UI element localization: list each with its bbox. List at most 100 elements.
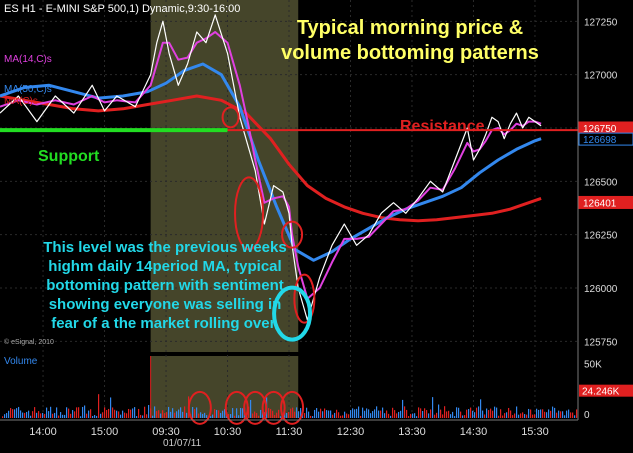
volume-bar (62, 414, 64, 418)
volume-bar (502, 415, 504, 418)
volume-bar (136, 416, 138, 418)
volume-bar (6, 412, 8, 418)
time-tick-label: 11:30 (276, 426, 303, 438)
volume-bar (132, 408, 134, 418)
volume-bar (560, 411, 562, 418)
volume-circle (243, 390, 268, 425)
volume-bar (214, 409, 216, 418)
volume-bar (68, 408, 70, 418)
volume-bar (412, 413, 414, 418)
volume-bar (182, 411, 184, 418)
volume-bar (114, 409, 116, 418)
volume-bar (24, 412, 26, 418)
time-tick-label: 13:30 (398, 426, 426, 438)
volume-bar (466, 409, 468, 418)
volume-bar (468, 409, 470, 418)
volume-bar (32, 411, 34, 418)
volume-bar (574, 415, 576, 418)
volume-tick-label: 0 (584, 410, 590, 421)
volume-bar (426, 410, 428, 418)
volume-bar (488, 410, 490, 418)
volume-bar (318, 411, 320, 418)
volume-bar (444, 406, 446, 418)
time-tick-label: 14:30 (460, 426, 488, 438)
time-tick-label: 14:00 (29, 426, 57, 438)
time-tick-label: 09:30 (152, 426, 180, 438)
volume-bar (458, 407, 460, 418)
volume-bar (474, 412, 476, 418)
volume-bar (232, 408, 234, 418)
volume-bar (186, 412, 188, 418)
volume-bar (294, 411, 296, 418)
volume-bar (220, 412, 222, 418)
volume-bar (162, 410, 164, 418)
volume-bar (428, 413, 430, 418)
volume-bar (416, 416, 418, 418)
volume-bar (292, 407, 294, 418)
volume-bar (122, 410, 124, 418)
volume-bar (130, 409, 132, 418)
volume-bar (48, 411, 50, 418)
volume-bar (432, 397, 434, 418)
volume-bar (350, 410, 352, 418)
volume-badge (579, 384, 633, 397)
volume-bar (374, 409, 376, 418)
price-tick-label: 127000 (584, 71, 618, 82)
volume-bar (360, 415, 362, 418)
volume-bar (372, 411, 374, 418)
volume-bar (178, 409, 180, 418)
volume-bar (540, 409, 542, 418)
volume-bar (414, 413, 416, 418)
ma-mid-label: MA(50,C)s (4, 84, 52, 95)
volume-bar (88, 410, 90, 418)
volume-bar (10, 408, 12, 418)
volume-bar (250, 399, 252, 418)
volume-bar (462, 415, 464, 418)
volume-bar (482, 410, 484, 418)
volume-bar (192, 407, 194, 418)
volume-bar (102, 412, 104, 418)
volume-bar (400, 410, 402, 418)
volume-bar (98, 394, 100, 418)
volume-bar (368, 409, 370, 418)
volume-bar (556, 412, 558, 418)
volume-bar (126, 413, 128, 418)
volume-bar (566, 410, 568, 418)
volume-bar (106, 410, 108, 418)
volume-bar (166, 412, 168, 418)
volume-bar (504, 413, 506, 418)
volume-bar (210, 416, 212, 418)
volume-bar (396, 413, 398, 418)
price-tick-label: 127250 (584, 17, 618, 28)
volume-bar (326, 410, 328, 418)
volume-bar (390, 415, 392, 418)
volume-bar (344, 411, 346, 418)
price-badge-label: 126698 (583, 135, 617, 146)
volume-bar (300, 408, 302, 418)
volume-bar (486, 408, 488, 418)
volume-bar (514, 413, 516, 418)
volume-bar (506, 412, 508, 418)
volume-bar (434, 414, 436, 418)
volume-bar (562, 411, 564, 418)
volume-bar (480, 399, 482, 418)
volume-bar (60, 412, 62, 418)
headline-line-1: Typical morning price & (296, 17, 524, 39)
volume-bar (194, 409, 196, 418)
volume-bar (96, 415, 98, 418)
volume-bar (204, 412, 206, 418)
volume-bar (386, 410, 388, 418)
volume-bar (554, 407, 556, 418)
volume-bar (376, 406, 378, 418)
volume-badge-label: 24.246K (582, 387, 620, 398)
volume-bar (156, 411, 158, 418)
volume-bar (460, 411, 462, 418)
volume-bar (174, 412, 176, 418)
volume-bar (248, 406, 250, 418)
annotation-line-3: bottoming pattern with sentiment (46, 277, 284, 294)
volume-bar (448, 410, 450, 418)
volume-bar (314, 409, 316, 418)
volume-bar (370, 413, 372, 418)
volume-bar (338, 412, 340, 418)
volume-bar (66, 407, 68, 418)
